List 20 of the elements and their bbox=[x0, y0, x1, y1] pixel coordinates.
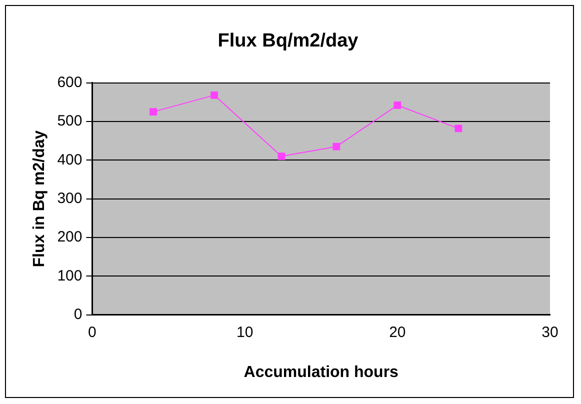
point bbox=[454, 124, 462, 132]
chart-title: Flux Bq/m2/day bbox=[218, 30, 359, 52]
x-tick-label: 30 bbox=[542, 324, 558, 341]
point bbox=[394, 102, 402, 109]
point bbox=[210, 91, 218, 99]
x-tick-label: 0 bbox=[88, 324, 96, 341]
y-tick-label: 0 bbox=[74, 306, 82, 323]
point bbox=[332, 142, 340, 150]
y-axis-title: Flux in Bq m2/day bbox=[31, 130, 48, 268]
y-tick-label: 200 bbox=[57, 228, 82, 246]
y-tick-label: 500 bbox=[57, 112, 82, 130]
x-tick-label: 20 bbox=[389, 324, 406, 341]
y-tick-label: 100 bbox=[57, 267, 82, 284]
point bbox=[150, 108, 157, 116]
x-tick-label: 10 bbox=[236, 324, 254, 341]
y-tick-label: 300 bbox=[57, 190, 82, 207]
point bbox=[278, 152, 286, 160]
y-tick-label: 600 bbox=[57, 74, 82, 91]
y-tick-label: 400 bbox=[57, 151, 82, 168]
x-axis-title: Accumulation hours bbox=[244, 364, 399, 381]
